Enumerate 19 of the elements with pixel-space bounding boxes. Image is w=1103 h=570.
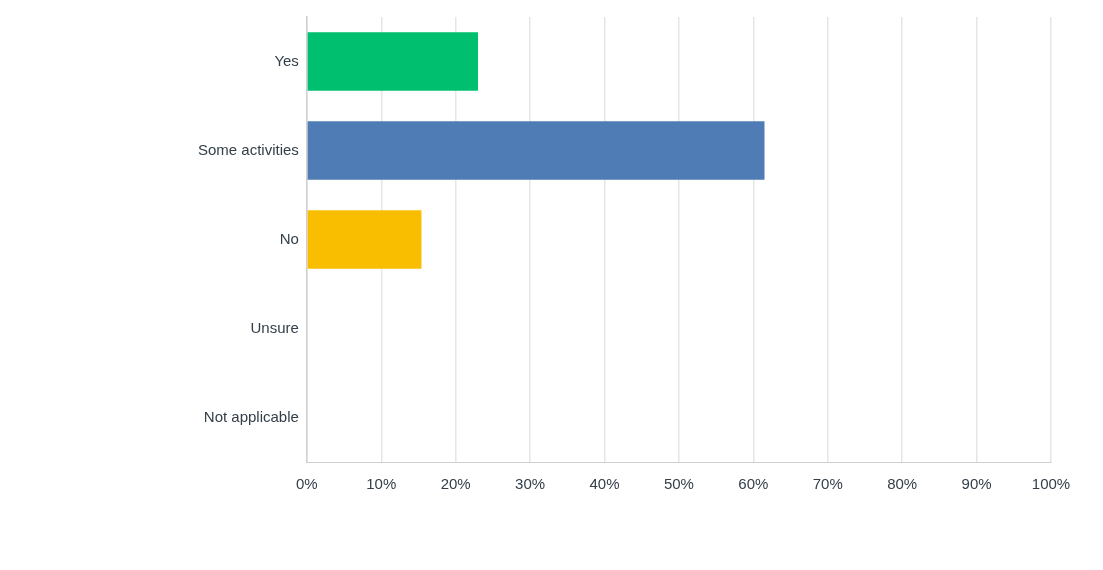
x-tick-label: 70%	[812, 475, 843, 493]
x-tick-label: 20%	[440, 475, 471, 493]
x-tick-label: 90%	[961, 475, 992, 493]
y-tick-label: Yes	[274, 51, 299, 69]
y-tick-label: Not applicable	[203, 407, 299, 425]
x-tick-label: 0%	[296, 475, 318, 493]
x-tick-label: 100%	[1031, 475, 1071, 493]
bar	[307, 32, 479, 91]
bar	[307, 121, 765, 180]
x-tick-label: 40%	[589, 475, 620, 493]
x-tick-label: 80%	[887, 475, 918, 493]
x-tick-label: 30%	[515, 475, 546, 493]
bar	[307, 210, 422, 269]
x-tick-label: 60%	[738, 475, 769, 493]
y-tick-label: Some activities	[197, 140, 299, 158]
x-tick-label: 50%	[663, 475, 694, 493]
x-tick-label: 10%	[366, 475, 397, 493]
y-tick-label: Unsure	[250, 318, 299, 336]
y-tick-label: No	[279, 229, 299, 247]
